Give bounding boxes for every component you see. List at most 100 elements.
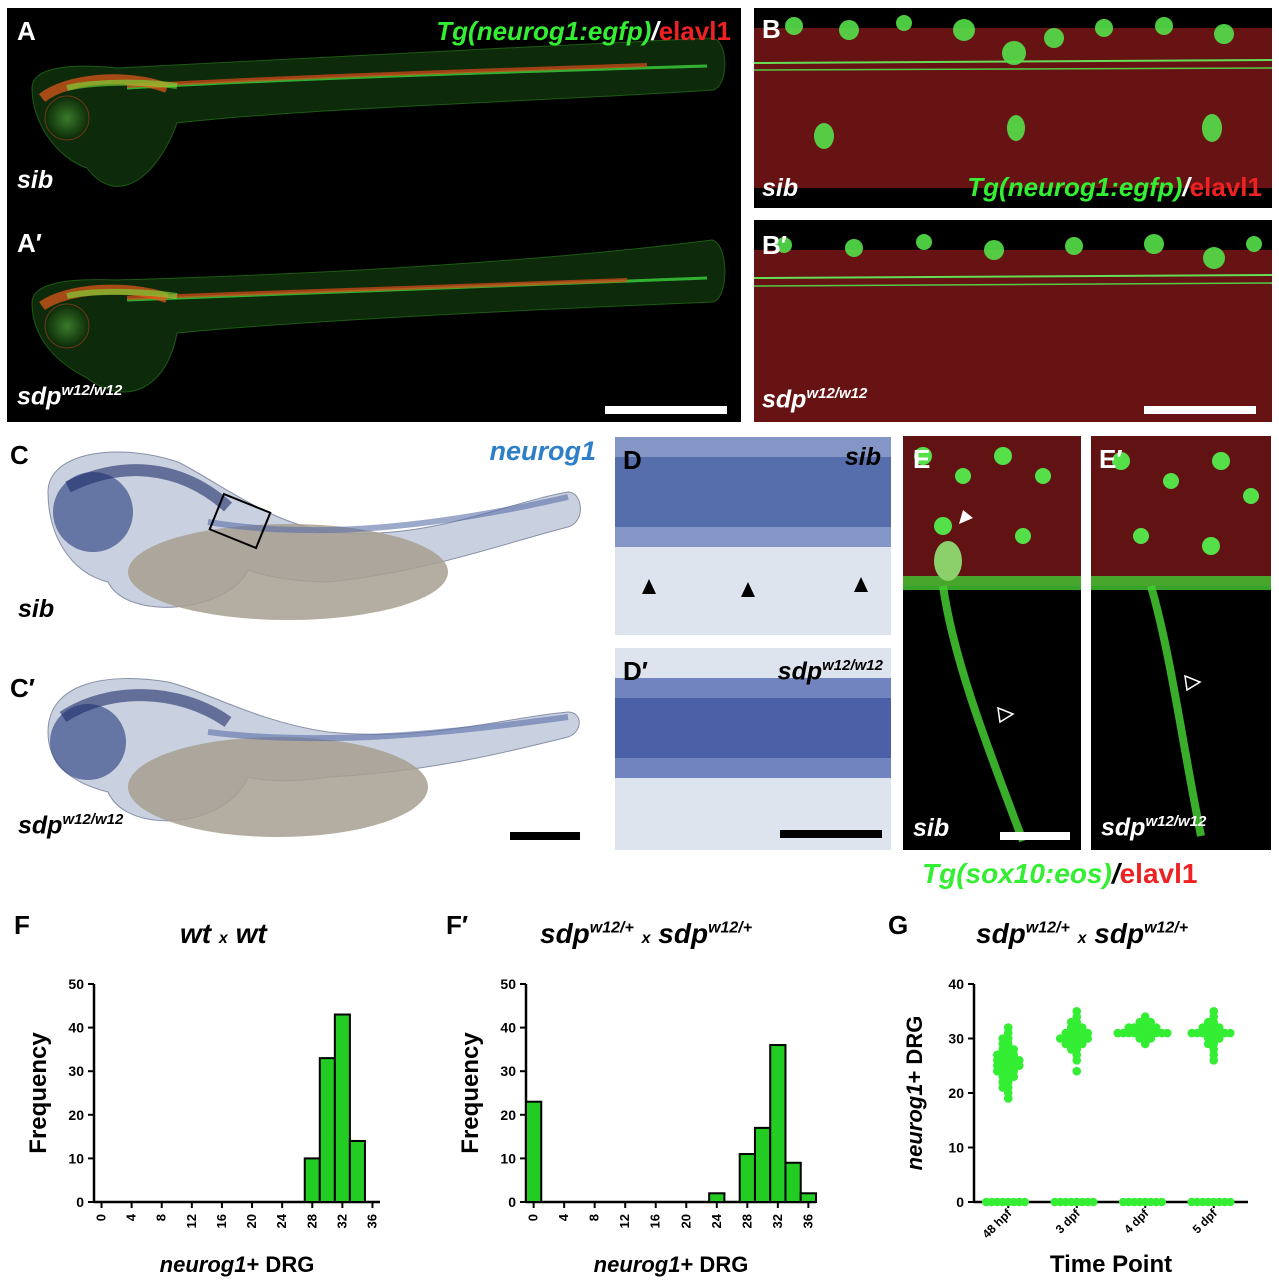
open-arrowhead [997, 706, 1015, 724]
panel-b-prime-micrograph [754, 234, 1272, 422]
y-tick-label: 30 [500, 1063, 516, 1079]
data-point [1209, 1056, 1219, 1065]
panel-label-e: E [913, 444, 931, 474]
panel-label-d: D [623, 445, 642, 475]
panel-label-c-prime: C′ [10, 673, 36, 703]
x-tick-label: 4 [124, 1213, 139, 1221]
scale-bar-a [605, 406, 727, 414]
arrowhead [854, 577, 868, 592]
x-tick-label: 24 [709, 1213, 724, 1228]
slash: / [1182, 172, 1190, 202]
y-tick-label: 40 [500, 1020, 516, 1036]
panel-label-e-prime: E′ [1099, 444, 1123, 474]
scale-bar-c [510, 832, 580, 840]
x-tick-label: 3 dpf [1053, 1206, 1084, 1237]
genotype-sib-b: sib [762, 174, 799, 202]
panel-label-g: G [888, 910, 909, 940]
panel-b-image: B sib Tg(neurog1:egfp)/elavl1 [754, 8, 1272, 208]
histogram-bar [708, 1192, 726, 1203]
panel-e-micrograph [903, 436, 1081, 843]
data-point [1072, 1056, 1082, 1065]
x-tick-label: 48 hpf [979, 1206, 1015, 1242]
genotype-mutant-b: sdpw12/w12 [762, 385, 868, 414]
x-tick-label: 20 [244, 1214, 259, 1228]
chart-f-title: wt x wt [180, 918, 267, 949]
x-tick-label: 4 [556, 1213, 571, 1221]
x-axis-label: neurog1+ DRG [594, 1252, 749, 1277]
panel-label-f: F [14, 910, 30, 940]
data-point [1113, 1028, 1123, 1038]
panel-label-a: A [17, 16, 36, 46]
data-point [1140, 1039, 1150, 1049]
x-tick-label: 28 [739, 1214, 754, 1228]
panel-d-image: D sib [615, 437, 891, 635]
data-point [1050, 1197, 1060, 1207]
y-tick-label: 50 [500, 976, 516, 992]
panel-a-larvae-micrograph [31, 37, 726, 393]
inset-box [208, 492, 272, 550]
neurog1-probe-label: neurog1 [489, 436, 596, 466]
y-tick-label: 20 [948, 1085, 964, 1101]
scale-bar-e [1000, 832, 1070, 840]
data-point [1187, 1028, 1197, 1038]
panel-e-prime-micrograph [1091, 436, 1271, 837]
y-tick-label: 10 [948, 1140, 964, 1156]
y-tick-label: 40 [68, 1020, 84, 1036]
x-tick-label: 24 [274, 1213, 289, 1228]
histogram-bar [769, 1044, 787, 1204]
arrowhead [642, 579, 656, 594]
x-tick-label: 5 dpf [1190, 1206, 1221, 1237]
data-point [1066, 1045, 1076, 1054]
x-tick-label: 12 [184, 1214, 199, 1228]
genotype-sib-d: sib [844, 443, 881, 471]
neurog1-egfp-label: Tg(neurog1:egfp) [436, 16, 652, 46]
scale-bar-d [780, 830, 882, 838]
histogram-bar [303, 1157, 321, 1203]
histogram-bar [525, 1100, 543, 1203]
filled-arrowhead [959, 510, 973, 524]
x-tick-label: 12 [617, 1214, 632, 1228]
data-point [1187, 1197, 1197, 1207]
data-point [1061, 1039, 1071, 1049]
genotype-sib-a: sib [17, 166, 54, 194]
y-tick-label: 30 [948, 1031, 964, 1047]
panel-a-image: A A′ Tg(neurog1:egfp)/elavl1 sib sdpw12/… [7, 8, 741, 422]
genotype-mutant-d: sdpw12/w12 [777, 657, 883, 686]
data-point [1077, 1039, 1087, 1049]
panel-e-prime-image: E′ sdpw12/w12 [1091, 436, 1271, 850]
genotype-sib-c: sib [18, 595, 55, 623]
genotype-mutant-c: sdpw12/w12 [18, 811, 124, 840]
data-point [1157, 1197, 1167, 1207]
y-tick-label: 10 [68, 1150, 84, 1166]
x-tick-label: 8 [154, 1214, 169, 1221]
data-point [1083, 1034, 1093, 1043]
data-point [1020, 1197, 1030, 1207]
histogram-bar [753, 1126, 772, 1204]
x-axis-label: neurog1+ DRG [160, 1252, 315, 1277]
panel-d-prime-micrograph [615, 678, 891, 778]
y-axis-label: Frequency [457, 1032, 484, 1154]
panel-label-f-prime: F′ [446, 910, 469, 940]
genotype-mutant-e: sdpw12/w12 [1101, 813, 1207, 842]
data-point [1203, 1039, 1213, 1049]
slash: / [1111, 858, 1120, 889]
open-arrowhead [1184, 674, 1202, 692]
data-point [1146, 1034, 1156, 1043]
histogram-bar [738, 1153, 756, 1203]
x-tick-label: 28 [304, 1214, 319, 1228]
y-tick-label: 20 [500, 1107, 516, 1123]
genotype-sib-e: sib [913, 814, 950, 842]
x-tick-label: 32 [334, 1214, 349, 1228]
chart-f-prime-title: sdpw12/+ x sdpw12/+ [540, 918, 753, 949]
slash: / [651, 16, 659, 46]
elavl1-label: elavl1 [1189, 172, 1262, 202]
scale-bar-b [1144, 406, 1256, 414]
panel-c-image: C C′ neurog1 sib sdpw12/w12 [8, 432, 598, 852]
panel-b-prime-image: B′ sdpw12/w12 [754, 220, 1272, 422]
y-tick-label: 30 [68, 1063, 84, 1079]
y-tick-label: 0 [508, 1194, 516, 1210]
chart-f: 0 10 20 30 40 50 0 4 8 12 16 20 24 28 32 36 Frequency neu… [25, 976, 380, 1277]
x-tick-label: 16 [214, 1214, 229, 1228]
data-point [1214, 1034, 1224, 1043]
x-tick-label: 4 dpf [1121, 1206, 1152, 1237]
